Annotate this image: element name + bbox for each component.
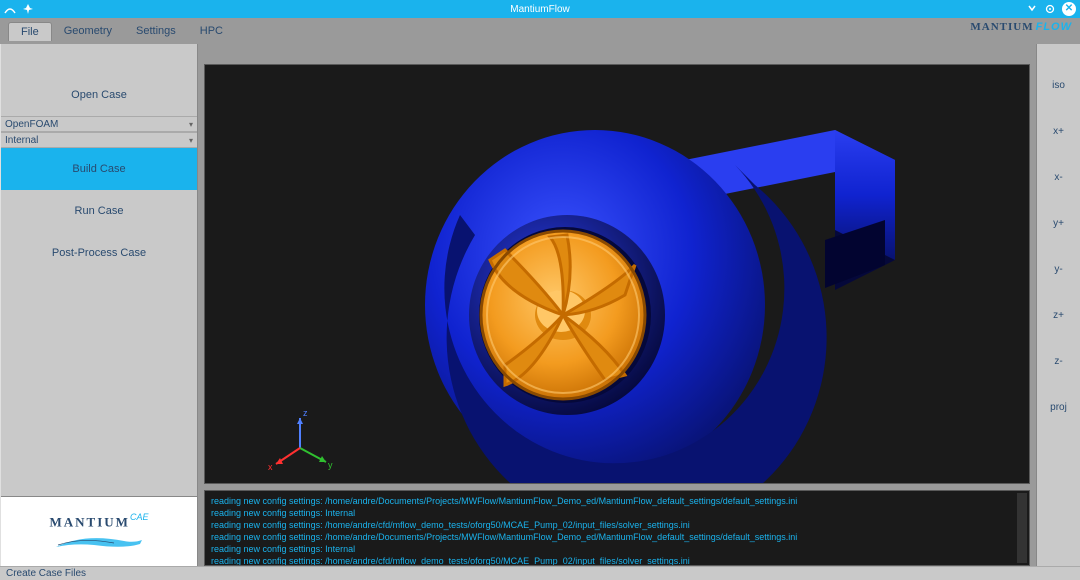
brand-logo-top: MANTIUMFLOW — [970, 21, 1072, 33]
window-titlebar: MantiumFlow ✕ — [0, 0, 1080, 18]
run-case-button[interactable]: Run Case — [1, 190, 197, 232]
app-icon — [4, 3, 16, 15]
3d-viewport[interactable]: z y x — [204, 64, 1030, 484]
case-type-dropdown[interactable]: Internal ▾ — [1, 132, 197, 148]
view-iso-button[interactable]: iso — [1037, 62, 1080, 108]
center-column: z y x reading new config settings: /home… — [198, 44, 1036, 566]
swoosh-icon — [54, 535, 144, 551]
view-yminus-button[interactable]: y- — [1037, 246, 1080, 292]
view-zplus-button[interactable]: z+ — [1037, 292, 1080, 338]
console-scrollbar[interactable] — [1017, 493, 1027, 563]
menu-bar: File Geometry Settings HPC MANTIUMFLOW — [0, 18, 1080, 44]
solver-dropdown[interactable]: OpenFOAM ▾ — [1, 116, 197, 132]
menu-file[interactable]: File — [8, 22, 52, 41]
menu-hpc[interactable]: HPC — [188, 22, 235, 40]
svg-text:y: y — [328, 460, 333, 470]
view-xplus-button[interactable]: x+ — [1037, 108, 1080, 154]
pin-icon[interactable] — [22, 3, 34, 15]
view-toolbar: iso x+ x- y+ y- z+ z- proj — [1036, 44, 1080, 566]
view-xminus-button[interactable]: x- — [1037, 154, 1080, 200]
titlebar-left-icons — [4, 3, 34, 15]
log-line: reading new config settings: /home/andre… — [211, 555, 1023, 566]
minimize-icon[interactable] — [1026, 3, 1038, 15]
view-proj-button[interactable]: proj — [1037, 384, 1080, 430]
post-process-button[interactable]: Post-Process Case — [1, 232, 197, 274]
view-zminus-button[interactable]: z- — [1037, 338, 1080, 384]
case-type-dropdown-value: Internal — [5, 135, 38, 146]
close-icon[interactable]: ✕ — [1062, 2, 1076, 16]
chevron-down-icon: ▾ — [189, 136, 193, 145]
log-line: reading new config settings: /home/andre… — [211, 531, 1023, 543]
solver-dropdown-value: OpenFOAM — [5, 119, 58, 130]
chevron-down-icon: ▾ — [189, 120, 193, 129]
window-title: MantiumFlow — [510, 4, 569, 15]
build-case-button[interactable]: Build Case — [1, 148, 197, 190]
sidebar: Open Case OpenFOAM ▾ Internal ▾ Build Ca… — [0, 44, 198, 566]
status-bar: Create Case Files — [0, 566, 1080, 580]
log-line: reading new config settings: Internal — [211, 543, 1023, 555]
log-console[interactable]: reading new config settings: /home/andre… — [204, 490, 1030, 566]
status-text: Create Case Files — [6, 568, 86, 579]
svg-text:z: z — [303, 408, 308, 418]
maximize-icon[interactable] — [1044, 3, 1056, 15]
titlebar-right-icons: ✕ — [1026, 2, 1076, 16]
open-case-button[interactable]: Open Case — [1, 74, 197, 116]
axis-triad: z y x — [265, 403, 345, 473]
menu-settings[interactable]: Settings — [124, 22, 188, 40]
log-line: reading new config settings: /home/andre… — [211, 519, 1023, 531]
log-line: reading new config settings: Internal — [211, 507, 1023, 519]
view-yplus-button[interactable]: y+ — [1037, 200, 1080, 246]
svg-text:x: x — [268, 462, 273, 472]
log-line: reading new config settings: /home/andre… — [211, 495, 1023, 507]
main-area: Open Case OpenFOAM ▾ Internal ▾ Build Ca… — [0, 44, 1080, 566]
menu-geometry[interactable]: Geometry — [52, 22, 124, 40]
sidebar-brand-logo: MANTIUMCAE — [1, 496, 197, 566]
